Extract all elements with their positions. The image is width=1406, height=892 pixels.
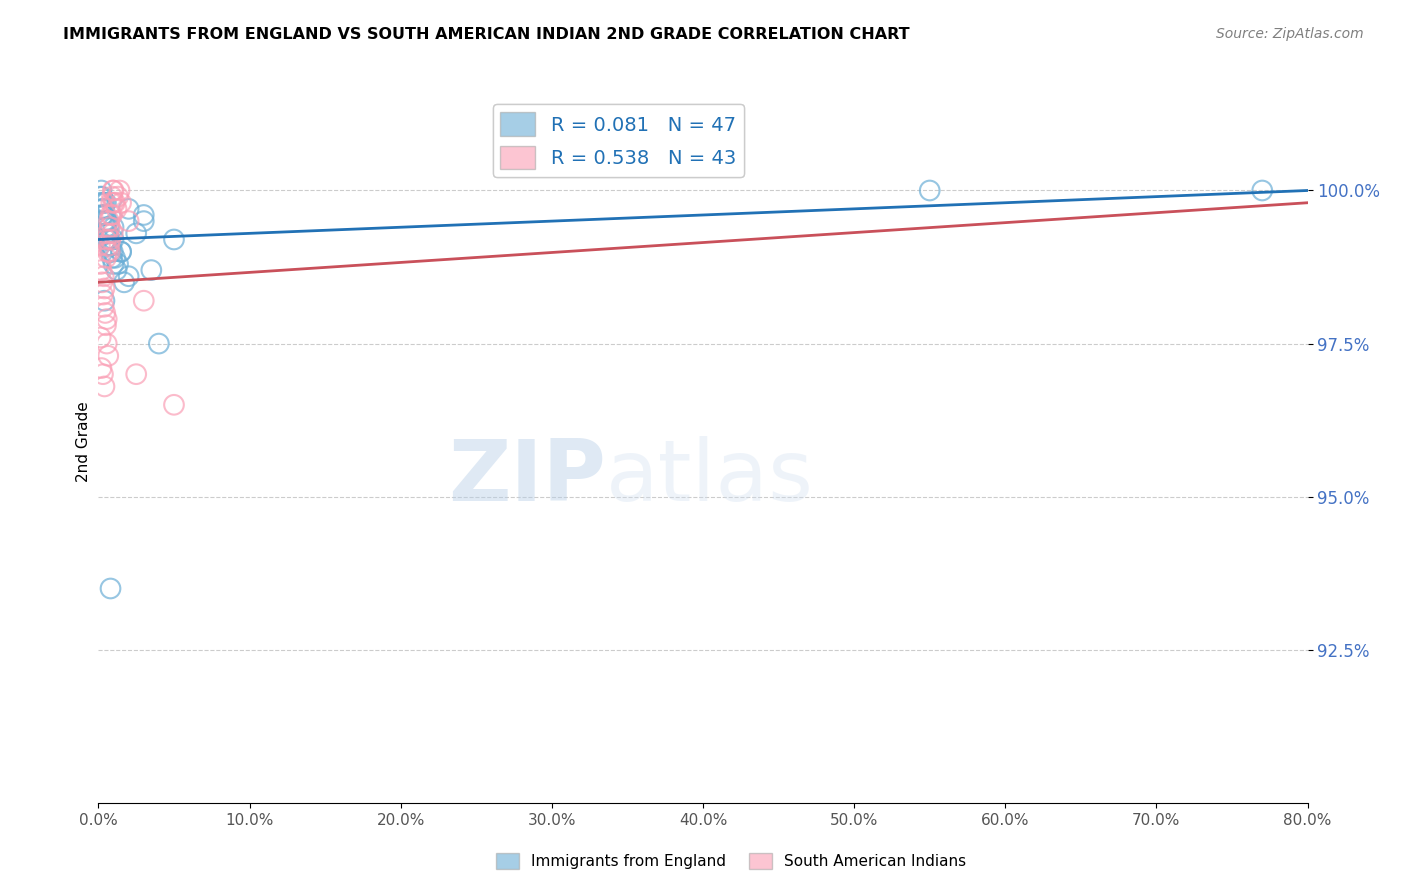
Point: [90, 330, 112, 344]
Point: [93, 195, 115, 210]
Point: [96, 336, 118, 351]
Point: [91, 189, 114, 203]
Point: [96, 214, 118, 228]
Point: [98, 232, 121, 246]
Point: [93, 300, 115, 314]
Point: [91, 208, 114, 222]
Point: [132, 208, 155, 222]
Point: [118, 202, 141, 216]
Point: [89, 238, 111, 252]
Point: [125, 227, 148, 241]
Point: [105, 202, 128, 216]
Text: IMMIGRANTS FROM ENGLAND VS SOUTH AMERICAN INDIAN 2ND GRADE CORRELATION CHART: IMMIGRANTS FROM ENGLAND VS SOUTH AMERICA…: [63, 27, 910, 42]
Point: [132, 293, 155, 308]
Point: [1251, 184, 1274, 198]
Text: atlas: atlas: [606, 436, 814, 519]
Point: [98, 244, 121, 259]
Point: [103, 220, 125, 235]
Point: [91, 367, 114, 381]
Point: [100, 244, 122, 259]
Point: [107, 189, 129, 203]
Point: [94, 208, 117, 222]
Point: [94, 232, 117, 246]
Point: [91, 287, 114, 301]
Point: [94, 306, 117, 320]
Point: [97, 227, 120, 241]
Point: [91, 276, 114, 290]
Point: [100, 582, 122, 596]
Point: [100, 232, 122, 246]
Point: [125, 367, 148, 381]
Point: [104, 195, 127, 210]
Point: [96, 232, 118, 246]
Point: [105, 263, 128, 277]
Point: [100, 208, 122, 222]
Point: [100, 238, 122, 252]
Point: [89, 189, 111, 203]
Point: [110, 195, 132, 210]
Point: [90, 257, 112, 271]
Point: [90, 195, 112, 210]
Point: [96, 312, 118, 326]
Point: [98, 220, 121, 235]
Point: [103, 184, 125, 198]
Point: [132, 214, 155, 228]
Point: [94, 220, 117, 235]
Point: [103, 232, 125, 246]
Text: ZIP: ZIP: [449, 436, 606, 519]
Point: [118, 269, 141, 284]
Point: [90, 361, 112, 376]
Point: [91, 195, 114, 210]
Point: [96, 244, 118, 259]
Point: [93, 202, 115, 216]
Point: [101, 208, 124, 222]
Text: Source: ZipAtlas.com: Source: ZipAtlas.com: [1216, 27, 1364, 41]
Point: [103, 257, 125, 271]
Point: [93, 293, 115, 308]
Point: [93, 269, 115, 284]
Point: [104, 251, 127, 265]
Point: [101, 227, 124, 241]
Legend: Immigrants from England, South American Indians: Immigrants from England, South American …: [489, 847, 973, 875]
Point: [97, 349, 120, 363]
Point: [163, 398, 186, 412]
Point: [112, 276, 135, 290]
Legend: R = 0.081   N = 47, R = 0.538   N = 43: R = 0.081 N = 47, R = 0.538 N = 43: [492, 104, 744, 178]
Point: [98, 238, 121, 252]
Point: [98, 238, 121, 252]
Y-axis label: 2nd Grade: 2nd Grade: [76, 401, 91, 482]
Point: [96, 227, 118, 241]
Point: [100, 195, 122, 210]
Point: [101, 184, 124, 198]
Point: [93, 214, 115, 228]
Point: [163, 232, 186, 246]
Point: [108, 184, 131, 198]
Point: [918, 184, 941, 198]
Point: [118, 214, 141, 228]
Point: [94, 251, 117, 265]
Point: [90, 184, 112, 198]
Point: [93, 379, 115, 393]
Point: [148, 336, 170, 351]
Point: [94, 195, 117, 210]
Point: [107, 257, 129, 271]
Point: [90, 263, 112, 277]
Point: [110, 244, 132, 259]
Point: [101, 244, 124, 259]
Point: [90, 202, 112, 216]
Point: [98, 214, 121, 228]
Point: [101, 251, 124, 265]
Point: [94, 214, 117, 228]
Point: [96, 227, 118, 241]
Point: [94, 318, 117, 333]
Point: [91, 208, 114, 222]
Point: [93, 281, 115, 295]
Point: [110, 244, 132, 259]
Point: [141, 263, 163, 277]
Point: [101, 189, 124, 203]
Point: [103, 195, 125, 210]
Point: [98, 220, 121, 235]
